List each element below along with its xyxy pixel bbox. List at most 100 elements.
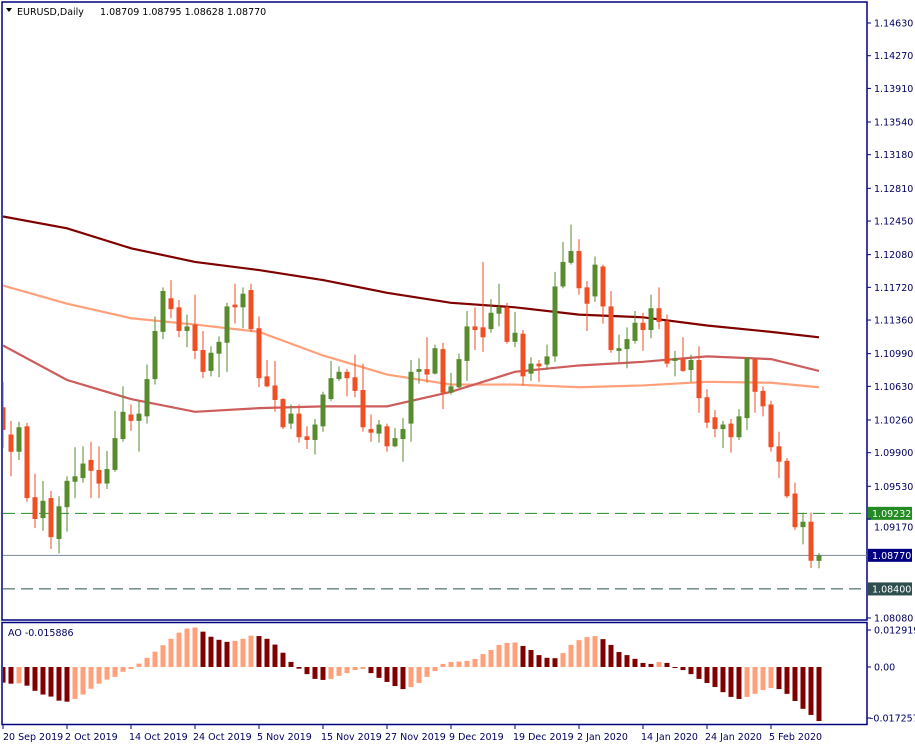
bull-candle [72,447,78,499]
candle-body [760,390,766,407]
ao-bar [272,644,278,667]
price-axis[interactable]: 1.14630 1.14270 1.13910 1.13540 1.13180 1.128… [867,19,913,625]
bull-candle [216,336,222,378]
time-axis[interactable]: 20 Sep 2019 2 Oct 2019 14 Oct 2019 24 Oct 2… [2,725,822,743]
triangle-down-icon[interactable] [6,8,12,12]
price-tick-label: 1.10990 [874,349,913,360]
level-price-badge [868,582,912,596]
candle-body [288,413,294,424]
price-tick-label: 1.14630 [874,19,913,30]
price-tick-label: 1.13180 [874,150,913,161]
candle-body [600,266,606,307]
candle-body [152,330,158,380]
ao-bar [688,667,694,675]
bull-candle [184,314,190,348]
bear-candle [280,398,286,430]
ao-bar [16,667,22,684]
price-levels: 1.09232 1.08770 1.08400 [3,506,912,596]
bear-candle [536,360,542,382]
candle-body [256,328,262,379]
bear-candle [808,512,814,569]
bull-candle [64,476,70,532]
bear-candle [176,300,182,338]
bull-candle [688,354,694,382]
ao-bar [592,636,598,667]
bull-candle [120,386,126,442]
level-price-label: 1.09232 [872,509,911,520]
candle-body [224,306,230,343]
bear-candle [384,423,390,452]
ao-bar [512,642,518,667]
candle-body [192,324,198,351]
bull-candle [800,512,806,545]
ao-bar [768,667,774,689]
time-tick-label: 19 Dec 2019 [513,732,574,743]
candle-body [768,404,774,448]
ao-bar [384,667,390,682]
ao-bar [152,651,158,667]
ao-bar [48,667,54,697]
candle-body [808,521,814,561]
bear-candle [360,363,366,432]
candle-body [416,369,422,372]
candle-body [520,333,526,377]
ao-bar [808,667,814,715]
bull-candle [512,311,518,348]
candle-body [168,298,174,310]
ao-bar [736,667,742,699]
candle-body [376,424,382,434]
candle-body [24,426,30,499]
candle-body [16,427,22,452]
candle-body [696,360,702,399]
time-tick-label: 14 Jan 2020 [641,732,698,743]
bear-candle [352,354,358,398]
candle-body [368,429,374,433]
time-tick-label: 9 Dec 2019 [449,732,504,743]
candle-body [712,417,718,430]
candle-body [776,446,782,462]
ao-bar [552,658,558,667]
ao-bar [528,650,534,667]
candle-body [88,459,94,471]
bear-candle [440,342,446,410]
candle-body [464,326,470,361]
candle-body [648,308,654,331]
ao-bar [376,667,382,678]
bear-candle [784,458,790,499]
ao-bar [352,667,358,671]
candle-body [552,286,558,357]
ao-bar [264,638,270,667]
ao-bar [560,653,566,667]
price-tick-label: 1.08080 [874,614,913,625]
ao-bar [656,661,662,667]
ao-bar [360,667,366,670]
level-price-label: 1.08770 [872,551,911,562]
ao-bar [568,644,574,667]
bull-candle [408,360,414,442]
bull-candle [160,287,166,340]
ao-bar [640,662,646,667]
ao-bar [288,661,294,667]
ao-bar [208,636,214,667]
ao-bar [704,667,710,683]
candle-body [32,497,38,519]
ao-bar [192,627,198,667]
candle-body [8,434,14,452]
bull-candle [616,334,622,362]
ao-bar [80,667,86,695]
bull-candle [528,357,534,381]
bull-candle [16,421,22,460]
candle-body [312,424,318,440]
bull-candle [592,256,598,302]
chart-header: EURUSD,Daily 1.08709 1.08795 1.08628 1.0… [6,7,266,18]
bear-candle [168,280,174,319]
time-tick-label: 20 Sep 2019 [3,732,63,743]
ao-bar [144,657,150,667]
price-tick-label: 1.12080 [874,250,913,261]
bull-candle [416,358,422,384]
bull-candle [104,450,110,490]
ao-bar [248,635,254,667]
bull-candle [552,271,558,362]
bear-candle [296,404,302,443]
candle-body [816,555,822,561]
